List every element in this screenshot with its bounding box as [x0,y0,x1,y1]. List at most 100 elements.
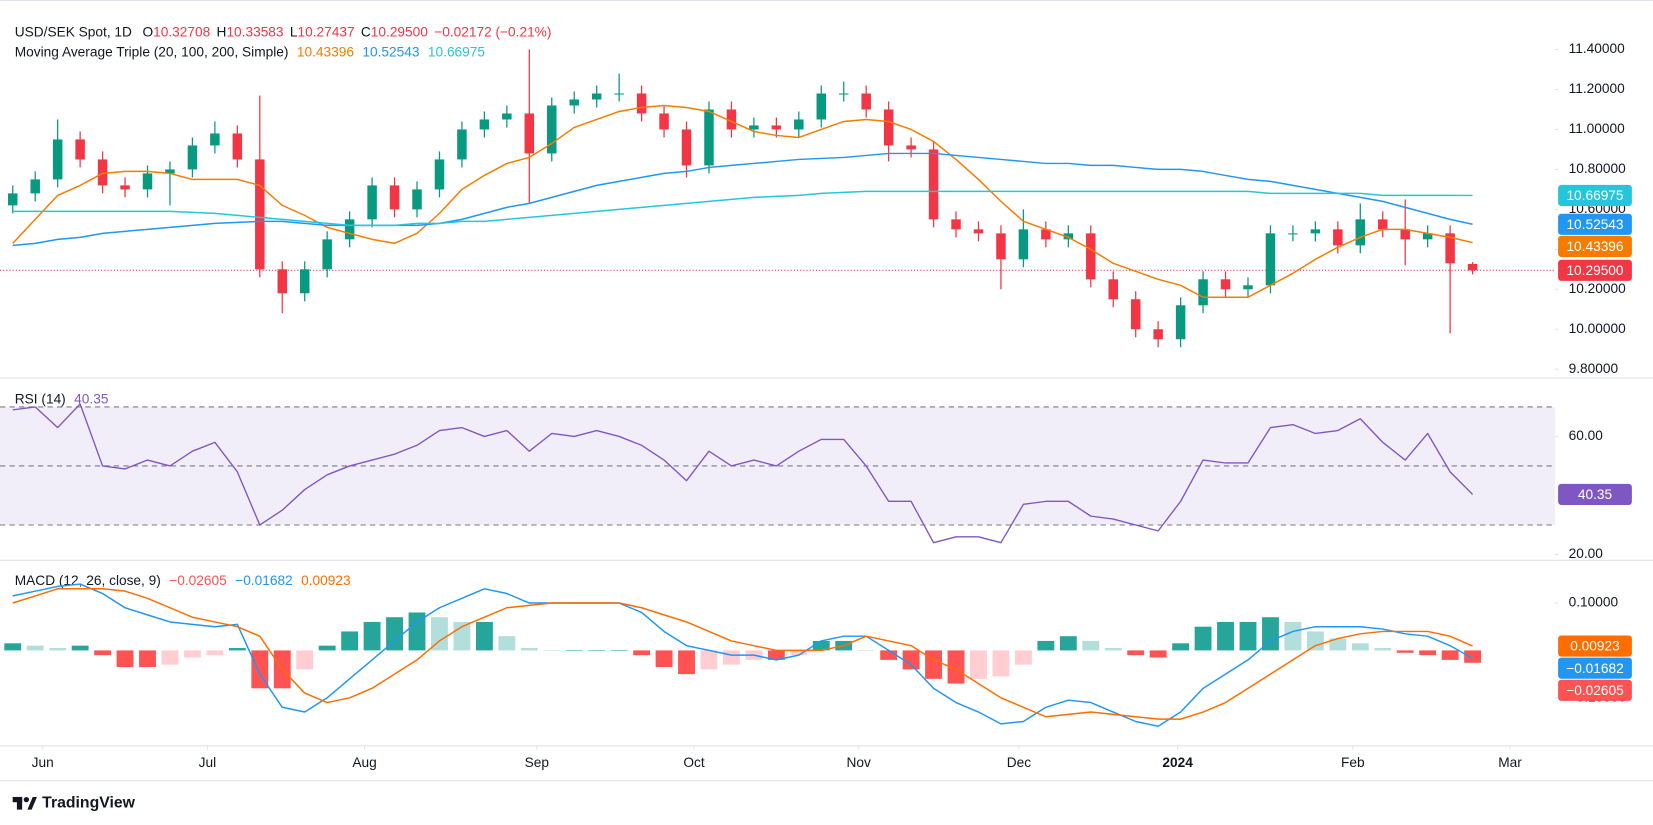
candle-body [8,193,18,206]
histogram-bar [498,636,516,651]
histogram-bar [139,650,156,667]
x-tick-label: Jul [199,755,216,770]
histogram-bar [633,650,651,656]
histogram-bar [49,648,67,651]
histogram-bar [1104,648,1122,651]
y-tick-label: 11.00000 [1569,121,1625,136]
histogram-bar [1014,650,1032,665]
histogram-bar [363,621,381,651]
candle-body [457,129,467,160]
histogram-bar [812,640,830,651]
x-tick-label: 2024 [1162,755,1193,770]
logo-part [27,796,37,810]
candle-body [1130,299,1141,330]
moving-average [12,190,1473,227]
candle-body [142,173,153,190]
legend-value: 10.52543 [362,44,419,59]
candle-body [479,119,490,130]
legend-change: −0.02172 (−0.21%) [434,24,551,39]
candle-body [120,185,130,190]
y-tick-label: 10.20000 [1569,281,1626,296]
legend-title: USD/SEK Spot, 1D [15,24,132,39]
candle-body [816,93,827,120]
candle-body [973,229,984,234]
histogram-bar [610,650,628,651]
candle-body [1220,279,1231,290]
candle-body [1198,279,1208,306]
candle-body [883,109,894,146]
candle-body [1108,279,1118,300]
legend-key: H [217,24,227,39]
legend-value: 10.27437 [297,24,354,39]
histogram-bar [1127,650,1145,656]
price-badge-label: 0.00923 [1570,639,1620,654]
y-tick-label: 60.00 [1569,428,1604,443]
histogram-bar [94,650,112,656]
histogram-bar [925,650,943,679]
histogram-bar [71,645,89,651]
candle-body [1243,285,1253,290]
histogram-bar [790,650,808,656]
price-badge [1558,213,1632,235]
y-tick-label: 20.00 [1569,546,1604,561]
histogram-bar [1194,626,1212,651]
candle-body [996,233,1006,260]
histogram-bar [431,617,448,651]
candle-body [1265,233,1276,286]
candle-body [322,239,332,270]
histogram-bar [655,650,673,667]
price-badge [1558,184,1632,206]
legend: Moving Average Triple (20, 100, 200, Sim… [15,44,486,59]
candle-body [569,99,579,106]
candle-body [1467,263,1478,271]
histogram-bar [902,650,920,670]
candle-body [1086,233,1096,280]
histogram-bar [588,650,606,651]
legend: USD/SEK Spot, 1D O10.32708 H10.33583 L10.27… [15,24,552,39]
macd-line [12,583,1473,727]
y-tick-label: 0.10000 [1569,595,1619,610]
candle-body [524,113,535,154]
candle-body [1288,233,1298,235]
macd-line [12,588,1473,720]
histogram-bar [700,650,718,670]
candle-body [771,125,782,130]
histogram-bar [543,650,561,651]
histogram-bar [341,631,359,651]
candle-body [75,139,85,160]
candle-body [52,139,63,180]
x-tick-label: Jun [32,755,54,770]
histogram-bar [1464,650,1482,663]
legend-key: C [361,24,371,39]
legend-value: 10.66975 [428,44,485,59]
histogram-bar [318,645,336,651]
price-badge-label: −0.01682 [1566,661,1623,676]
candle-body [389,185,400,210]
histogram-bar [970,650,987,679]
histogram-bar [678,650,695,675]
candle-body [1445,233,1455,264]
rsi-line [12,403,1474,544]
brand-logo [12,796,37,810]
logo-part [16,796,23,810]
histogram-bar [767,650,785,660]
candle-body [277,269,288,294]
moving-average [12,152,1473,247]
histogram-bar [1239,621,1257,651]
histogram-bar [723,650,740,665]
x-tick-label: Nov [847,755,871,770]
x-tick-label: Dec [1007,755,1031,770]
candle-body [412,189,422,210]
histogram-bar [565,650,583,651]
candle-body [232,133,243,160]
candle-body [1041,229,1051,240]
legend-value: 0.00923 [301,572,351,587]
y-tick-label: 11.20000 [1569,81,1625,96]
histogram-bar [408,612,426,651]
histogram-bar [206,650,224,656]
histogram-bar [386,617,403,651]
histogram-bar [1329,638,1347,651]
histogram-bar [1374,648,1392,651]
x-tick-label: Sep [525,755,550,770]
